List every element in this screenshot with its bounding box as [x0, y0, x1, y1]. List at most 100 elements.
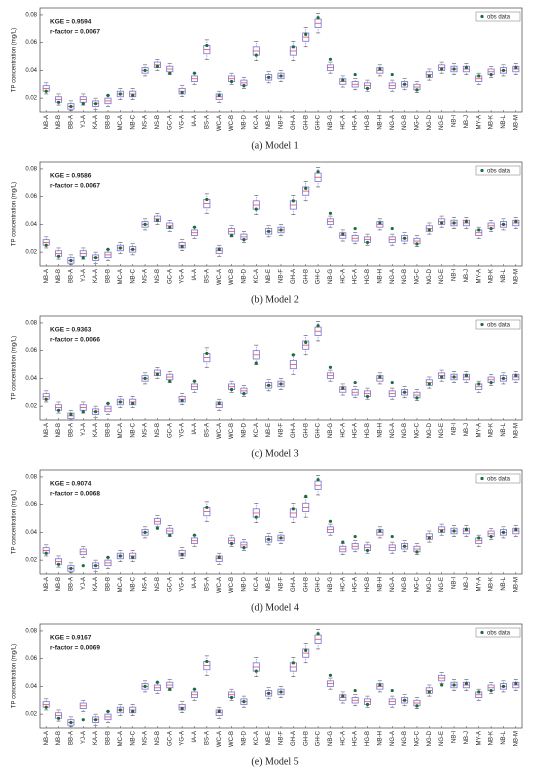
x-tick-label: NB-M — [513, 423, 519, 438]
x-tick-label: YJ-A — [81, 269, 87, 282]
x-tick-label: NG-D — [427, 268, 433, 284]
y-tick-label: 0.04 — [25, 376, 37, 382]
obs-point — [328, 365, 333, 369]
x-tick-label: YJ-A — [81, 577, 87, 590]
annotation: r-factor = 0.0068 — [50, 491, 100, 498]
legend-label: obs data — [487, 168, 511, 174]
x-tick-label: NG-B — [402, 423, 408, 438]
obs-point — [44, 243, 48, 247]
obs-point — [279, 690, 283, 694]
x-tick-label: MY-A — [476, 115, 482, 129]
obs-point — [143, 376, 147, 380]
annotation: r-factor = 0.0067 — [50, 29, 100, 36]
x-tick-label: NB-A — [44, 423, 50, 437]
obs-point — [81, 564, 85, 568]
obs-point — [464, 528, 468, 532]
obs-point — [192, 379, 197, 383]
x-tick-label: BB-A — [68, 115, 74, 129]
x-tick-label: GH-A — [291, 269, 297, 284]
x-tick-label: NG-C — [415, 576, 421, 592]
obs-point — [427, 382, 431, 386]
obs-point — [168, 533, 172, 537]
x-tick-label: NB-D — [242, 422, 248, 437]
x-tick-label: NG-A — [390, 115, 396, 130]
x-tick-label: HC-A — [340, 423, 346, 438]
obs-point — [304, 340, 308, 344]
obs-point — [501, 530, 506, 535]
obs-point — [304, 648, 308, 652]
x-tick-label: WC-A — [217, 269, 223, 285]
panel: 0.02 0.04 0.06 0.08 TP concentration (mg/L) K… — [12, 469, 523, 613]
obs-point — [316, 16, 320, 20]
plot-frame — [39, 469, 523, 575]
x-tick-label: NB-I — [452, 577, 458, 589]
annotation: r-factor = 0.0069 — [50, 645, 100, 652]
obs-point — [94, 256, 98, 260]
x-tick-label: GH-C — [316, 422, 322, 438]
y-tick-label: 0.02 — [25, 558, 37, 564]
legend-frame — [475, 319, 521, 330]
obs-point — [353, 688, 357, 693]
x-tick-label: NB-D — [242, 730, 248, 745]
obs-point — [155, 526, 160, 530]
x-tick-label: NB-A — [44, 731, 50, 745]
obs-point — [229, 695, 234, 700]
panel: 0.02 0.04 0.06 0.08 TP concentration (mg/L) K… — [12, 161, 523, 305]
obs-point — [267, 537, 271, 541]
x-tick-label: NS-A — [143, 269, 149, 283]
y-tick-label: 0.02 — [25, 250, 37, 256]
x-tick-label: HC-A — [340, 269, 346, 284]
obs-point — [56, 716, 61, 720]
x-tick-label: NB-A — [44, 115, 50, 129]
obs-point — [242, 700, 246, 704]
x-tick-label: HG-A — [353, 269, 359, 284]
obs-point — [452, 67, 456, 71]
obs-point — [143, 684, 147, 689]
obs-point — [353, 72, 357, 77]
annotation: KGE = 0.9594 — [50, 19, 92, 26]
x-tick-label: MC-A — [118, 577, 124, 592]
x-tick-label: NB-F — [279, 269, 285, 283]
x-tick-label: YG-A — [180, 577, 186, 592]
x-tick-label: NB-G — [328, 269, 334, 284]
x-tick-label: NB-B — [56, 577, 62, 591]
legend-label: obs data — [487, 14, 511, 20]
x-tick-label: BB-A — [68, 731, 74, 745]
y-tick-label: 0.08 — [25, 167, 37, 173]
obs-point — [291, 199, 295, 203]
obs-point — [440, 683, 444, 687]
x-tick-label: NB-H — [377, 731, 383, 746]
x-tick-label: NG-B — [402, 269, 408, 284]
obs-point — [427, 228, 431, 232]
x-tick-label: GH-C — [316, 114, 322, 130]
x-tick-label: NG-E — [439, 269, 445, 284]
obs-point — [118, 708, 122, 712]
obs-point — [155, 218, 160, 222]
obs-point — [477, 74, 481, 78]
x-tick-label: NB-H — [377, 115, 383, 130]
x-tick-label: NB-L — [501, 114, 507, 128]
x-tick-label: GC-A — [167, 731, 173, 746]
obs-point — [353, 380, 357, 385]
obs-point — [390, 534, 394, 539]
x-tick-label: NG-C — [415, 730, 421, 746]
obs-point — [489, 226, 493, 231]
obs-point — [229, 541, 234, 546]
annotation: KGE = 0.9586 — [50, 173, 92, 180]
obs-point — [217, 401, 221, 405]
y-tick-label: 0.08 — [25, 13, 37, 19]
obs-point — [131, 93, 135, 97]
obs-point — [402, 390, 407, 394]
obs-point — [81, 718, 85, 722]
x-tick-label: NB-F — [279, 423, 285, 437]
obs-point — [514, 374, 518, 378]
x-tick-label: NB-K — [489, 269, 495, 283]
obs-point — [452, 683, 456, 687]
x-tick-label: GH-C — [316, 268, 322, 284]
x-tick-label: WC-B — [229, 269, 235, 285]
obs-point — [279, 382, 283, 386]
obs-point — [328, 673, 333, 677]
x-tick-label: GH-B — [303, 115, 309, 130]
obs-point — [180, 552, 184, 557]
obs-point — [489, 72, 493, 77]
